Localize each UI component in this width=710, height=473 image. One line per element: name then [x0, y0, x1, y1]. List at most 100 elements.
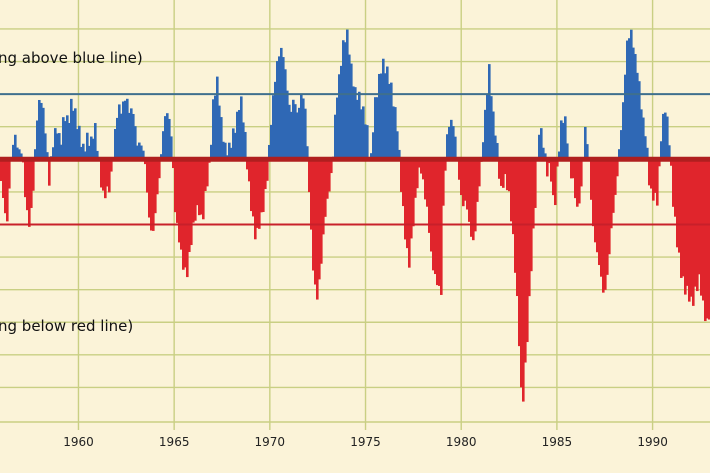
bar-above [486, 93, 489, 160]
bar-below [702, 159, 705, 301]
bar-below [594, 159, 597, 243]
bar-above [668, 145, 671, 160]
bar-below [674, 159, 677, 217]
x-tick-label: 1990 [637, 435, 668, 449]
bar-below [186, 159, 189, 278]
bar-above [354, 87, 357, 160]
bar-below [552, 159, 555, 196]
bar-below [658, 159, 661, 167]
bar-below [414, 159, 417, 198]
bar-below [200, 159, 203, 215]
bar-below [256, 159, 259, 228]
bar-above [302, 98, 305, 160]
bar-below [0, 159, 3, 182]
bar-above [622, 102, 625, 160]
bar-below [2, 159, 5, 198]
bar-below [316, 159, 319, 300]
bar-above [664, 112, 667, 160]
bar-below [442, 159, 445, 206]
bar-below [438, 159, 441, 286]
bar-above [88, 145, 91, 160]
bar-below [682, 159, 685, 277]
bar-below [434, 159, 437, 275]
bar-above [584, 126, 587, 160]
bar-below [598, 159, 601, 266]
bar-below [472, 159, 475, 241]
bar-above [370, 153, 373, 160]
bar-below [468, 159, 471, 222]
bar-above [116, 117, 119, 160]
bar-below [460, 159, 463, 196]
bar-below [518, 159, 521, 347]
bar-above [124, 100, 127, 160]
bar-above [96, 150, 99, 160]
bar-below [680, 159, 683, 278]
bar-above [448, 126, 451, 160]
bar-below [318, 159, 321, 280]
bar-above [160, 154, 163, 160]
bar-below [412, 159, 415, 227]
bar-above [538, 134, 541, 160]
bar-below [650, 159, 653, 189]
bar-below [202, 159, 205, 220]
bar-above [60, 144, 63, 160]
bar-below [578, 159, 581, 204]
bar-above [374, 97, 377, 160]
bar-above [352, 86, 355, 160]
bar-below [328, 159, 331, 192]
bar-below [546, 159, 549, 177]
bar-above [544, 153, 547, 160]
bar-below [610, 159, 613, 229]
bar-below [430, 159, 433, 252]
bar-above [390, 82, 393, 160]
bar-above [114, 129, 117, 160]
bar-below [676, 159, 679, 248]
bar-below [686, 159, 689, 286]
bar-above [64, 121, 67, 160]
bar-above [58, 133, 61, 160]
bar-below [530, 159, 533, 272]
bar-above [378, 73, 381, 160]
bar-above [634, 54, 637, 160]
bar-below [190, 159, 193, 246]
bar-below [432, 159, 435, 271]
bar-below [260, 159, 263, 213]
bar-below [258, 159, 261, 229]
bars [0, 29, 710, 402]
bar-above [636, 72, 639, 160]
bar-below [508, 159, 511, 192]
bar-below [178, 159, 181, 243]
bar-below [324, 159, 327, 217]
bar-below [672, 159, 675, 207]
bar-above [376, 97, 379, 160]
x-tick-label: 1970 [255, 435, 286, 449]
bar-below [206, 159, 209, 187]
bar-below [690, 159, 693, 297]
bar-above [558, 151, 561, 160]
bar-above [336, 97, 339, 160]
bar-above [78, 125, 81, 160]
bar-above [454, 136, 457, 160]
bar-below [462, 159, 465, 207]
bar-below [262, 159, 265, 212]
bar-below [148, 159, 151, 218]
bar-above [224, 142, 227, 160]
bar-above [218, 105, 221, 160]
bar-below [198, 159, 201, 216]
bar-below [600, 159, 603, 277]
bar-above [222, 141, 225, 160]
bar-below [174, 159, 177, 213]
bar-below [420, 159, 423, 174]
x-tick-label: 1980 [446, 435, 477, 449]
bar-above [122, 101, 125, 160]
bar-below [32, 159, 35, 191]
bar-above [272, 95, 275, 160]
bar-below [152, 159, 155, 231]
bar-above [292, 99, 295, 160]
bar-below [188, 159, 191, 253]
bar-below [440, 159, 443, 295]
bar-below [330, 159, 333, 174]
bar-below [534, 159, 537, 208]
bar-below [172, 159, 175, 169]
